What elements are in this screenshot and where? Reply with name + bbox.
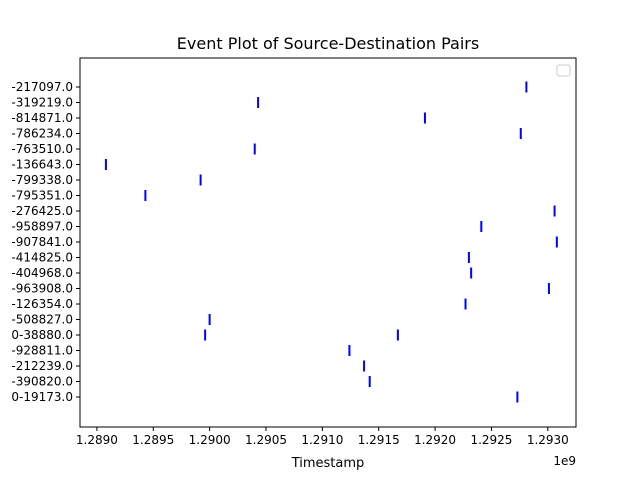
y-tick-label: -126354.0 <box>11 297 73 311</box>
y-tick-label: -814871.0 <box>11 111 73 125</box>
y-axis-ticks: -217097.0 -319219.0-814871.0 -786234.0-763… <box>11 80 80 404</box>
y-tick-label: -414825.0 <box>11 251 73 265</box>
y-tick-label: -763510.0 <box>11 142 73 156</box>
y-tick-label: -136643.0 <box>11 158 73 172</box>
y-tick-label: -795351.0 <box>11 189 73 203</box>
y-tick-label: -212239.0 <box>11 359 73 373</box>
x-tick-label: 1.2930 <box>527 433 569 447</box>
x-tick-label: 1.2900 <box>189 433 231 447</box>
y-tick-label: -799338.0 <box>11 173 73 187</box>
plot-area <box>80 58 576 427</box>
y-tick-label: -928811.0 <box>11 344 73 358</box>
x-tick-label: 1.2890 <box>76 433 118 447</box>
y-tick-label: -958897.0 <box>11 220 73 234</box>
x-tick-label: 1.2915 <box>358 433 400 447</box>
y-tick-label: -963908.0 <box>11 282 73 296</box>
legend-box <box>556 64 571 77</box>
y-tick-label: -319219.0 <box>11 96 73 110</box>
x-axis-ticks: 1.2890 1.2895 1.2900 1.2905 1.2910 1.2915 1.29… <box>76 427 569 447</box>
y-tick-label: -907841.0 <box>11 235 73 249</box>
y-tick-label: -404968.0 <box>11 266 73 280</box>
x-tick-label: 1.2920 <box>414 433 456 447</box>
y-tick-label: -786234.0 <box>11 127 73 141</box>
y-tick-label: -508827.0 <box>11 313 73 327</box>
x-axis-label: Timestamp <box>291 456 365 471</box>
x-tick-label: 1.2895 <box>132 433 174 447</box>
x-tick-label: 1.2905 <box>245 433 287 447</box>
plot-frame <box>79 57 577 428</box>
legend <box>556 64 571 77</box>
event-markers <box>104 81 558 403</box>
chart-title: Event Plot of Source-Destination Pairs <box>177 34 479 53</box>
y-tick-label: -390820.0 <box>11 375 73 389</box>
x-axis-offset-label: 1e9 <box>553 454 576 468</box>
y-tick-label: 0-19173.0 <box>11 390 73 404</box>
x-tick-label: 1.2910 <box>301 433 343 447</box>
y-tick-label: 0-38880.0 <box>11 328 73 342</box>
y-tick-label: -217097.0 <box>11 80 73 94</box>
y-tick-label: -276425.0 <box>11 204 73 218</box>
x-tick-label: 1.2925 <box>470 433 512 447</box>
